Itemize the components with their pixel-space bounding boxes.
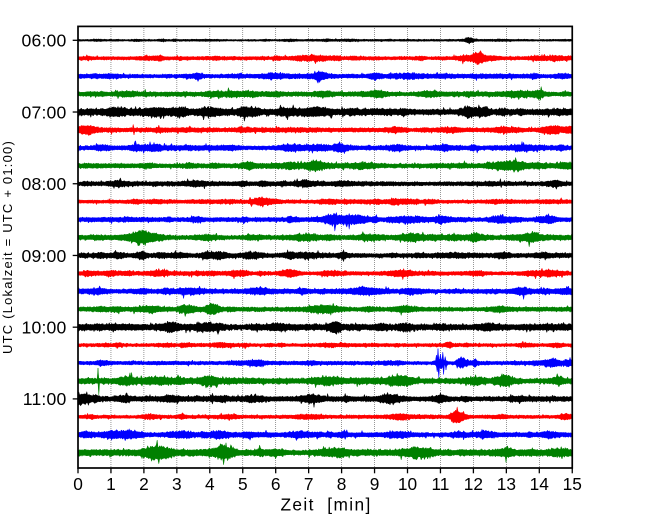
- svg-text:06:00: 06:00: [21, 31, 66, 51]
- svg-text:10:00: 10:00: [21, 317, 66, 337]
- svg-text:15: 15: [563, 474, 582, 494]
- svg-text:Zeit [min]: Zeit [min]: [280, 495, 371, 515]
- svg-text:1: 1: [106, 474, 116, 494]
- svg-text:4: 4: [205, 474, 215, 494]
- svg-text:13: 13: [497, 474, 516, 494]
- svg-text:5: 5: [238, 474, 248, 494]
- svg-text:8: 8: [337, 474, 347, 494]
- svg-text:9: 9: [370, 474, 380, 494]
- svg-text:3: 3: [172, 474, 182, 494]
- svg-text:12: 12: [464, 474, 483, 494]
- svg-text:10: 10: [398, 474, 417, 494]
- svg-text:11:00: 11:00: [23, 389, 67, 409]
- svg-text:11: 11: [431, 474, 449, 494]
- svg-text:UTC (Lokalzeit = UTC + 01:00): UTC (Lokalzeit = UTC + 01:00): [0, 140, 15, 354]
- svg-text:14: 14: [530, 474, 550, 494]
- svg-text:6: 6: [271, 474, 281, 494]
- svg-text:09:00: 09:00: [21, 246, 66, 266]
- svg-text:7: 7: [304, 474, 314, 494]
- svg-text:08:00: 08:00: [21, 174, 66, 194]
- svg-text:0: 0: [73, 474, 83, 494]
- svg-text:07:00: 07:00: [21, 102, 66, 122]
- svg-text:2: 2: [139, 474, 149, 494]
